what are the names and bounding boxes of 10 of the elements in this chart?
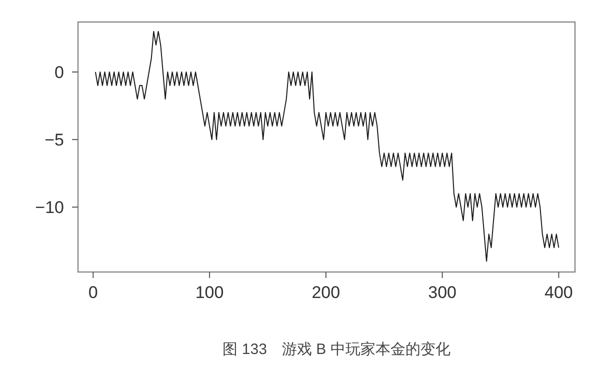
y-tick-label: 0 <box>54 62 64 82</box>
text: 图 133 游戏 B 中玩家本金的变化 <box>222 341 450 358</box>
y-tick-label: −10 <box>35 198 64 218</box>
x-tick-label: 0 <box>88 283 98 302</box>
line-series <box>94 30 560 262</box>
x-tick-label: 200 <box>312 283 340 302</box>
x-tick-label: 300 <box>428 283 456 302</box>
x-tick-label: 100 <box>195 283 224 302</box>
x-tick-label: 400 <box>544 283 573 302</box>
y-tick-label: −5 <box>44 130 64 150</box>
